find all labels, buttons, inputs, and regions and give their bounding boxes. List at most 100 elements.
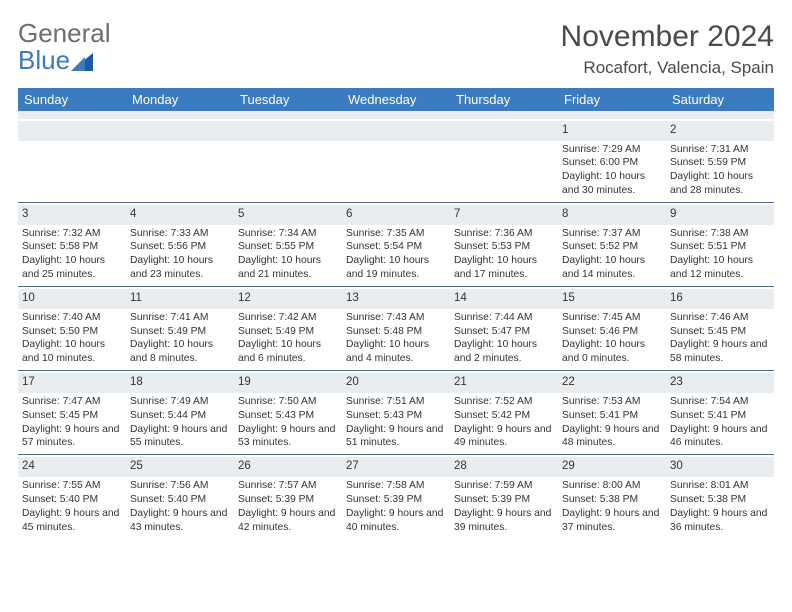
calendar-cell: 29Sunrise: 8:00 AMSunset: 5:38 PMDayligh… — [558, 455, 666, 538]
sunset-text: Sunset: 5:39 PM — [238, 493, 338, 507]
week-row: 3Sunrise: 7:32 AMSunset: 5:58 PMDaylight… — [18, 202, 774, 286]
sunset-text: Sunset: 5:42 PM — [454, 409, 554, 423]
day-number — [126, 121, 234, 141]
calendar-cell: 10Sunrise: 7:40 AMSunset: 5:50 PMDayligh… — [18, 287, 126, 370]
logo: General Blue — [18, 20, 111, 75]
calendar-cell — [450, 119, 558, 202]
day-number: 4 — [126, 205, 234, 225]
day-number: 19 — [234, 373, 342, 393]
calendar-cell — [342, 119, 450, 202]
day-number: 27 — [342, 457, 450, 477]
calendar-cell: 27Sunrise: 7:58 AMSunset: 5:39 PMDayligh… — [342, 455, 450, 538]
day-number: 6 — [342, 205, 450, 225]
sunset-text: Sunset: 5:47 PM — [454, 325, 554, 339]
sunrise-text: Sunrise: 7:40 AM — [22, 311, 122, 325]
sunset-text: Sunset: 5:55 PM — [238, 240, 338, 254]
day-label-wed: Wednesday — [342, 88, 450, 111]
calendar-cell: 19Sunrise: 7:50 AMSunset: 5:43 PMDayligh… — [234, 371, 342, 454]
month-title: November 2024 — [561, 20, 774, 54]
day-number: 2 — [666, 121, 774, 141]
day-number: 12 — [234, 289, 342, 309]
sunrise-text: Sunrise: 7:35 AM — [346, 227, 446, 241]
sunset-text: Sunset: 5:39 PM — [454, 493, 554, 507]
logo-part2: Blue — [18, 47, 70, 73]
spacer — [18, 111, 774, 119]
sunset-text: Sunset: 5:38 PM — [670, 493, 770, 507]
calendar-cell: 2Sunrise: 7:31 AMSunset: 5:59 PMDaylight… — [666, 119, 774, 202]
calendar-cell — [234, 119, 342, 202]
sunset-text: Sunset: 5:56 PM — [130, 240, 230, 254]
sunrise-text: Sunrise: 7:58 AM — [346, 479, 446, 493]
day-number: 28 — [450, 457, 558, 477]
calendar-cell: 20Sunrise: 7:51 AMSunset: 5:43 PMDayligh… — [342, 371, 450, 454]
day-number: 7 — [450, 205, 558, 225]
sunset-text: Sunset: 5:43 PM — [346, 409, 446, 423]
calendar-cell: 7Sunrise: 7:36 AMSunset: 5:53 PMDaylight… — [450, 203, 558, 286]
sunrise-text: Sunrise: 7:55 AM — [22, 479, 122, 493]
calendar-cell: 8Sunrise: 7:37 AMSunset: 5:52 PMDaylight… — [558, 203, 666, 286]
daylight-text: Daylight: 10 hours and 0 minutes. — [562, 338, 662, 366]
sunset-text: Sunset: 5:38 PM — [562, 493, 662, 507]
calendar-cell: 5Sunrise: 7:34 AMSunset: 5:55 PMDaylight… — [234, 203, 342, 286]
day-header-row: Sunday Monday Tuesday Wednesday Thursday… — [18, 88, 774, 111]
daylight-text: Daylight: 10 hours and 21 minutes. — [238, 254, 338, 282]
calendar-cell: 16Sunrise: 7:46 AMSunset: 5:45 PMDayligh… — [666, 287, 774, 370]
day-label-tue: Tuesday — [234, 88, 342, 111]
day-label-sun: Sunday — [18, 88, 126, 111]
calendar-cell: 22Sunrise: 7:53 AMSunset: 5:41 PMDayligh… — [558, 371, 666, 454]
day-number — [18, 121, 126, 141]
sunset-text: Sunset: 5:46 PM — [562, 325, 662, 339]
day-number: 5 — [234, 205, 342, 225]
calendar-cell — [18, 119, 126, 202]
day-label-mon: Monday — [126, 88, 234, 111]
day-number: 21 — [450, 373, 558, 393]
sunrise-text: Sunrise: 7:33 AM — [130, 227, 230, 241]
sunset-text: Sunset: 5:39 PM — [346, 493, 446, 507]
logo-text-blue: Blue — [18, 47, 111, 75]
sunrise-text: Sunrise: 7:50 AM — [238, 395, 338, 409]
sunrise-text: Sunrise: 7:47 AM — [22, 395, 122, 409]
logo-text-general: General — [18, 18, 111, 48]
daylight-text: Daylight: 10 hours and 6 minutes. — [238, 338, 338, 366]
sunrise-text: Sunrise: 7:49 AM — [130, 395, 230, 409]
sunrise-text: Sunrise: 7:53 AM — [562, 395, 662, 409]
day-number: 24 — [18, 457, 126, 477]
day-number — [450, 121, 558, 141]
day-number: 8 — [558, 205, 666, 225]
calendar: Sunday Monday Tuesday Wednesday Thursday… — [18, 88, 774, 538]
sunrise-text: Sunrise: 7:29 AM — [562, 143, 662, 157]
calendar-cell: 17Sunrise: 7:47 AMSunset: 5:45 PMDayligh… — [18, 371, 126, 454]
daylight-text: Daylight: 10 hours and 4 minutes. — [346, 338, 446, 366]
day-number: 14 — [450, 289, 558, 309]
sunrise-text: Sunrise: 7:38 AM — [670, 227, 770, 241]
day-number: 29 — [558, 457, 666, 477]
calendar-cell: 12Sunrise: 7:42 AMSunset: 5:49 PMDayligh… — [234, 287, 342, 370]
daylight-text: Daylight: 9 hours and 51 minutes. — [346, 423, 446, 451]
daylight-text: Daylight: 10 hours and 10 minutes. — [22, 338, 122, 366]
calendar-cell: 21Sunrise: 7:52 AMSunset: 5:42 PMDayligh… — [450, 371, 558, 454]
day-number: 11 — [126, 289, 234, 309]
daylight-text: Daylight: 9 hours and 45 minutes. — [22, 507, 122, 535]
weeks-container: 1Sunrise: 7:29 AMSunset: 6:00 PMDaylight… — [18, 119, 774, 538]
sunrise-text: Sunrise: 7:45 AM — [562, 311, 662, 325]
sunset-text: Sunset: 5:51 PM — [670, 240, 770, 254]
logo-sail-icon — [71, 49, 93, 75]
calendar-cell: 18Sunrise: 7:49 AMSunset: 5:44 PMDayligh… — [126, 371, 234, 454]
week-row: 1Sunrise: 7:29 AMSunset: 6:00 PMDaylight… — [18, 119, 774, 202]
sunset-text: Sunset: 5:52 PM — [562, 240, 662, 254]
day-number: 18 — [126, 373, 234, 393]
day-number: 22 — [558, 373, 666, 393]
daylight-text: Daylight: 10 hours and 25 minutes. — [22, 254, 122, 282]
day-label-thu: Thursday — [450, 88, 558, 111]
sunset-text: Sunset: 5:45 PM — [670, 325, 770, 339]
day-number: 25 — [126, 457, 234, 477]
day-number: 13 — [342, 289, 450, 309]
daylight-text: Daylight: 10 hours and 28 minutes. — [670, 170, 770, 198]
calendar-cell: 13Sunrise: 7:43 AMSunset: 5:48 PMDayligh… — [342, 287, 450, 370]
daylight-text: Daylight: 10 hours and 30 minutes. — [562, 170, 662, 198]
day-number: 3 — [18, 205, 126, 225]
sunset-text: Sunset: 5:49 PM — [238, 325, 338, 339]
calendar-cell: 26Sunrise: 7:57 AMSunset: 5:39 PMDayligh… — [234, 455, 342, 538]
daylight-text: Daylight: 10 hours and 14 minutes. — [562, 254, 662, 282]
day-number: 23 — [666, 373, 774, 393]
